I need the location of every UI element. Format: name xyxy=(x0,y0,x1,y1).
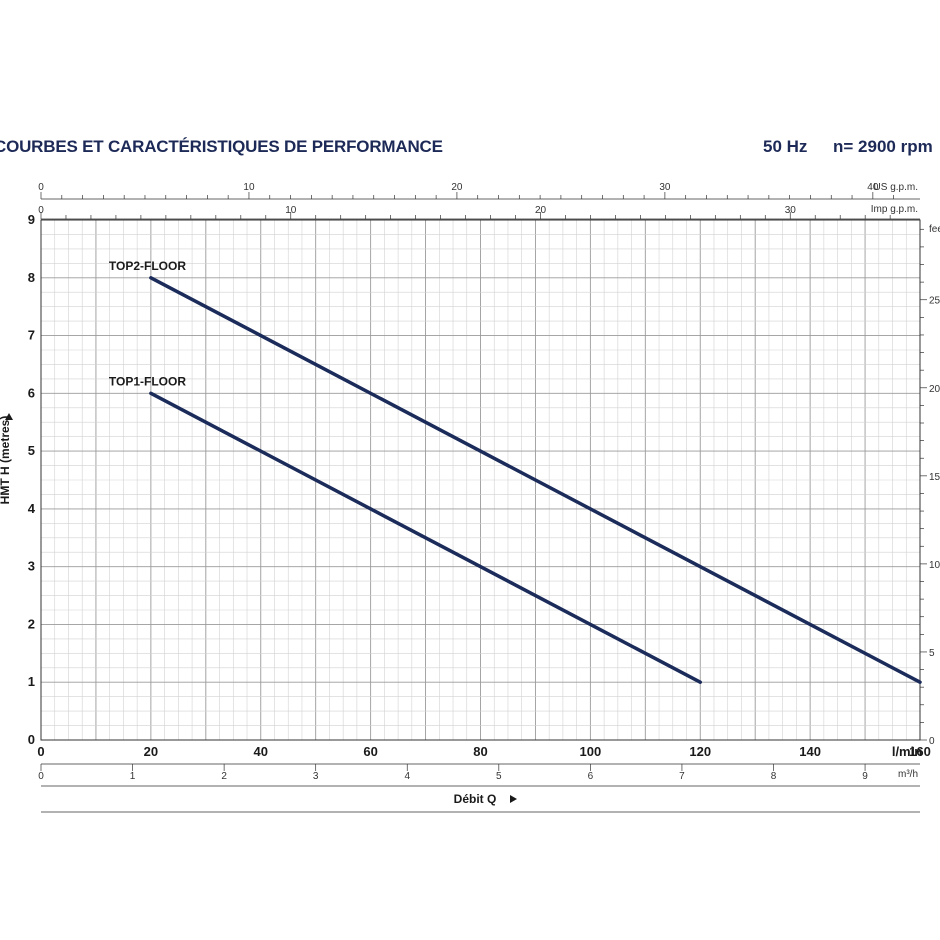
y-tick-label: 4 xyxy=(28,501,36,516)
x-tick-label: 0 xyxy=(37,744,44,759)
us-gpm-axis-unit: US g.p.m. xyxy=(874,182,918,193)
y-tick-label: 2 xyxy=(28,616,35,631)
x-tick-label: 80 xyxy=(473,744,487,759)
feet-tick-label: 25 xyxy=(929,296,940,307)
us-gpm-axis-tick-label: 30 xyxy=(659,182,671,193)
y-axis-title: HMT H (metres) xyxy=(0,416,12,505)
m3h-axis-tick-label: 8 xyxy=(771,771,777,782)
feet-tick-label: 5 xyxy=(929,648,935,659)
x-tick-label: 40 xyxy=(254,744,268,759)
m3h-axis-tick-label: 0 xyxy=(38,771,44,782)
y-tick-label: 1 xyxy=(28,674,35,689)
imp-gpm-axis-tick-label: 0 xyxy=(38,205,44,216)
y-tick-label: 9 xyxy=(28,212,35,227)
x-tick-label: 120 xyxy=(689,744,711,759)
series-line-top2-floor xyxy=(149,276,922,684)
y-tick-label: 8 xyxy=(28,270,35,285)
series-label-top1-floor: TOP1-FLOOR xyxy=(109,374,186,388)
x-tick-label: 20 xyxy=(144,744,158,759)
labels-group: HMT H (metres) Débit Q TOP2-FLOOR TOP1-FLOO… xyxy=(0,259,517,806)
m3h-axis-tick-label: 4 xyxy=(404,771,410,782)
x-tick-label: 100 xyxy=(580,744,602,759)
feet-tick-label: 20 xyxy=(929,384,940,395)
us-gpm-axis-tick-label: 0 xyxy=(38,182,44,193)
m3h-axis-tick-label: 7 xyxy=(679,771,685,782)
x-axis-arrow xyxy=(510,795,517,803)
plot-frame xyxy=(40,219,921,741)
x-tick-label: 140 xyxy=(799,744,821,759)
y-tick-label: 7 xyxy=(28,328,35,343)
y-axis-arrow xyxy=(5,413,13,420)
m3h-axis-tick-label: 9 xyxy=(862,771,868,782)
us-gpm-axis-tick-label: 40 xyxy=(867,182,879,193)
m3h-axis-tick-label: 1 xyxy=(130,771,136,782)
imp-gpm-axis-tick-label: 30 xyxy=(785,205,797,216)
grid xyxy=(41,220,920,740)
m3h-axis-unit: m³/h xyxy=(898,769,918,780)
x-tick-label: 60 xyxy=(363,744,377,759)
series-line-top1-floor xyxy=(149,391,702,684)
feet-tick-label: 0 xyxy=(929,736,935,747)
us-gpm-axis-tick-label: 20 xyxy=(451,182,463,193)
y-tick-label: 5 xyxy=(28,443,35,458)
series-group xyxy=(149,276,922,684)
imp-gpm-axis-unit: Imp g.p.m. xyxy=(871,204,918,215)
m3h-axis-tick-label: 5 xyxy=(496,771,502,782)
imp-gpm-axis-tick-label: 10 xyxy=(285,205,297,216)
feet-tick-label: 10 xyxy=(929,560,940,571)
y-tick-label: 0 xyxy=(28,732,35,747)
page-title: COURBES ET CARACTÉRISTIQUES DE PERFORMAN… xyxy=(0,137,443,156)
us-gpm-axis-tick-label: 10 xyxy=(243,182,255,193)
frequency-label: 50 Hz xyxy=(763,137,808,156)
y-tick-label: 6 xyxy=(28,385,35,400)
m3h-axis-tick-label: 2 xyxy=(221,771,227,782)
m3h-axis-tick-label: 6 xyxy=(588,771,594,782)
imp-gpm-axis-tick-label: 20 xyxy=(535,205,547,216)
x-tick-label: 160 xyxy=(909,744,931,759)
feet-unit: feet xyxy=(929,224,940,235)
feet-tick-label: 15 xyxy=(929,472,940,483)
x-axis-title: Débit Q xyxy=(454,792,497,806)
x-unit-label: l/min xyxy=(892,744,922,759)
series-label-top2-floor: TOP2-FLOOR xyxy=(109,259,186,273)
y-tick-label: 3 xyxy=(28,559,35,574)
m3h-axis-tick-label: 3 xyxy=(313,771,319,782)
speed-label: n= 2900 rpm xyxy=(833,137,933,156)
